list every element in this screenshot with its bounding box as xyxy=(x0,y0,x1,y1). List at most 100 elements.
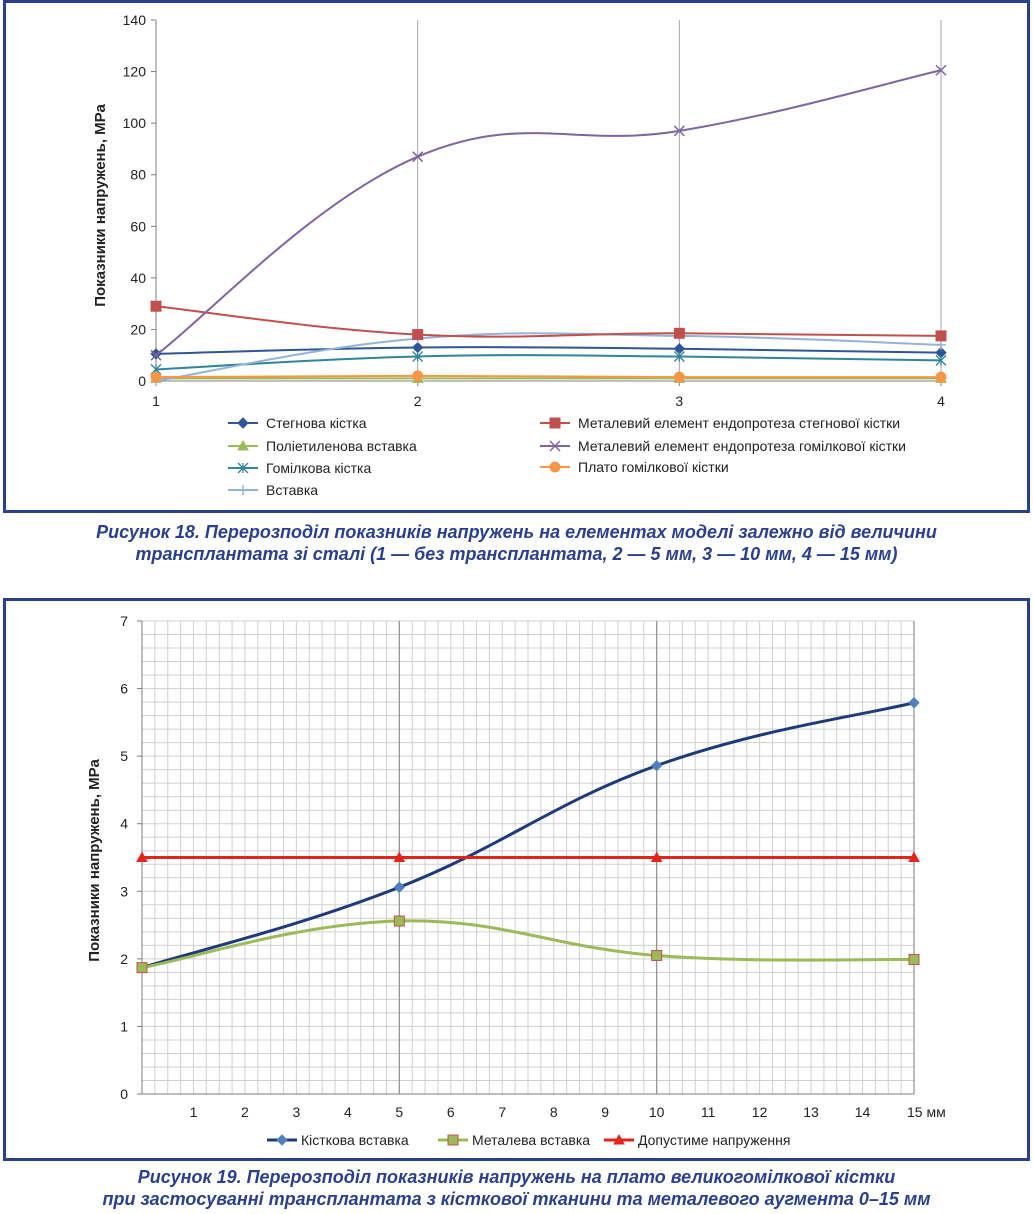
fig19-y-axis-label: Показники напружень, МРа xyxy=(86,759,103,962)
fig19-x-tick-label: 15 мм xyxy=(907,1104,946,1120)
fig18-data-point xyxy=(412,351,424,362)
fig18-data-point xyxy=(411,341,424,354)
fig18-y-tick-label: 20 xyxy=(130,321,146,337)
fig18-y-axis-label: Показники напружень, МРа xyxy=(92,104,109,307)
fig18-data-point xyxy=(412,370,424,382)
fig18-series-line xyxy=(155,354,942,371)
fig19-legend-marker xyxy=(276,1134,288,1146)
figure-18-caption-line-2: трансплантата зі сталі (1 — без транспла… xyxy=(135,544,898,564)
fig18-legend-label: Стегнова кістка xyxy=(266,415,367,431)
fig18-data-point xyxy=(935,354,947,366)
fig19-x-tick-label: 9 xyxy=(601,1104,609,1120)
fig19-data-point xyxy=(393,851,406,862)
fig18-y-tick-label: 80 xyxy=(130,167,146,183)
fig19-y-tick-label: 0 xyxy=(120,1086,128,1102)
fig19-y-tick-label: 6 xyxy=(120,681,128,697)
fig18-data-point xyxy=(150,348,162,360)
fig18-data-point xyxy=(673,351,685,362)
fig19-series-line xyxy=(141,919,915,970)
fig19-x-tick-label: 14 xyxy=(855,1104,871,1120)
fig18-legend-label: Гомілкова кістка xyxy=(266,460,371,476)
fig19-data-point xyxy=(651,949,663,961)
figure-18-caption-line-1: Рисунок 18. Перерозподіл показників напр… xyxy=(96,522,937,542)
fig19-y-tick-label: 1 xyxy=(120,1018,128,1034)
fig18-data-point xyxy=(673,327,685,339)
fig19-x-tick-label: 3 xyxy=(293,1104,301,1120)
figure-18-frame xyxy=(3,0,1030,513)
fig18-data-point xyxy=(935,64,947,76)
fig18-y-tick-label: 100 xyxy=(123,115,147,131)
fig19-x-tick-label: 1 xyxy=(190,1104,198,1120)
fig19-data-point xyxy=(393,915,405,927)
figure-19-caption-line-1: Рисунок 19. Перерозподіл показників напр… xyxy=(137,1167,896,1187)
fig18-legend-marker xyxy=(549,440,561,452)
fig18-data-point xyxy=(150,371,162,383)
fig19-x-tick-label: 7 xyxy=(498,1104,506,1120)
fig19-legend-marker xyxy=(613,1133,625,1145)
fig18-data-point xyxy=(150,300,162,312)
fig19-x-tick-label: 4 xyxy=(344,1104,352,1120)
fig19-x-tick-label: 11 xyxy=(701,1104,716,1120)
fig19-x-tick-label: 5 xyxy=(395,1104,403,1120)
fig18-legend-marker xyxy=(238,485,248,495)
figure-18-caption: Рисунок 18. Перерозподіл показників напр… xyxy=(0,521,1033,565)
fig19-x-tick-label: 8 xyxy=(550,1104,558,1120)
fig18-data-point xyxy=(936,339,946,350)
fig19-data-point xyxy=(136,962,148,974)
fig18-y-tick-label: 60 xyxy=(130,218,146,234)
fig19-legend-label: Металева вставка xyxy=(472,1132,590,1148)
fig18-legend-label: Металевий елемент ендопротеза стегнової … xyxy=(578,415,900,431)
fig18-series-line xyxy=(155,374,942,379)
fig18-y-tick-label: 140 xyxy=(123,12,147,28)
fig18-legend-label: Поліетиленова вставка xyxy=(266,438,417,454)
fig19-legend-label: Допустиме напруження xyxy=(638,1132,790,1148)
fig18-data-point xyxy=(673,125,685,137)
fig18-data-point xyxy=(150,349,162,361)
fig19-y-tick-label: 5 xyxy=(120,748,128,764)
fig19-data-point xyxy=(908,851,920,862)
fig18-legend-label: Плато гомілкової кістки xyxy=(578,459,729,475)
fig18-legend-label: Вставка xyxy=(266,482,318,498)
fig18-x-tick-label: 1 xyxy=(152,393,160,409)
fig19-data-point xyxy=(650,851,663,862)
fig18-series-line xyxy=(155,69,942,357)
fig18-x-tick-label: 4 xyxy=(937,393,945,409)
fig19-y-tick-label: 4 xyxy=(120,816,128,832)
fig18-y-tick-label: 120 xyxy=(123,64,147,80)
fig19-data-point xyxy=(908,954,920,966)
fig18-series-line xyxy=(155,346,942,355)
fig18-data-point xyxy=(412,329,424,341)
figure-19-caption-line-2: при застосуванні трансплантата з кістков… xyxy=(102,1189,931,1209)
figure-19-caption: Рисунок 19. Перерозподіл показників напр… xyxy=(0,1166,1033,1210)
fig18-data-point xyxy=(935,330,947,342)
fig19-x-tick-label: 12 xyxy=(752,1104,768,1120)
fig18-y-tick-label: 0 xyxy=(138,373,146,389)
fig19-y-tick-label: 3 xyxy=(120,883,128,899)
fig19-legend-label: Кісткова вставка xyxy=(301,1132,409,1148)
fig18-data-point xyxy=(673,371,685,383)
fig19-y-tick-label: 7 xyxy=(120,613,128,629)
fig18-legend-marker xyxy=(237,462,249,474)
fig19-series-line xyxy=(141,701,915,970)
fig18-series-line xyxy=(155,332,942,382)
fig19-y-tick-label: 2 xyxy=(120,951,128,967)
fig18-x-tick-label: 3 xyxy=(675,393,683,409)
fig18-data-point xyxy=(412,151,424,163)
fig19-x-tick-label: 13 xyxy=(803,1104,819,1120)
fig18-series-line xyxy=(155,305,942,338)
fig18-legend-marker xyxy=(237,439,249,451)
fig19-legend-marker xyxy=(447,1134,459,1146)
fig19-data-point xyxy=(393,881,406,893)
fig19-data-point xyxy=(650,759,663,772)
fig19-x-tick-label: 6 xyxy=(447,1104,455,1120)
fig18-legend-marker xyxy=(549,417,561,429)
fig18-x-tick-label: 2 xyxy=(414,393,422,409)
fig18-legend-label: Металевий елемент ендопротеза гомілкової… xyxy=(578,438,906,454)
fig19-x-tick-label: 2 xyxy=(241,1104,249,1120)
fig18-legend-marker xyxy=(549,461,561,473)
fig18-y-tick-label: 40 xyxy=(130,270,146,286)
fig18-data-point xyxy=(935,371,947,383)
fig19-data-point xyxy=(136,851,148,862)
fig19-x-tick-label: 10 xyxy=(649,1104,665,1120)
